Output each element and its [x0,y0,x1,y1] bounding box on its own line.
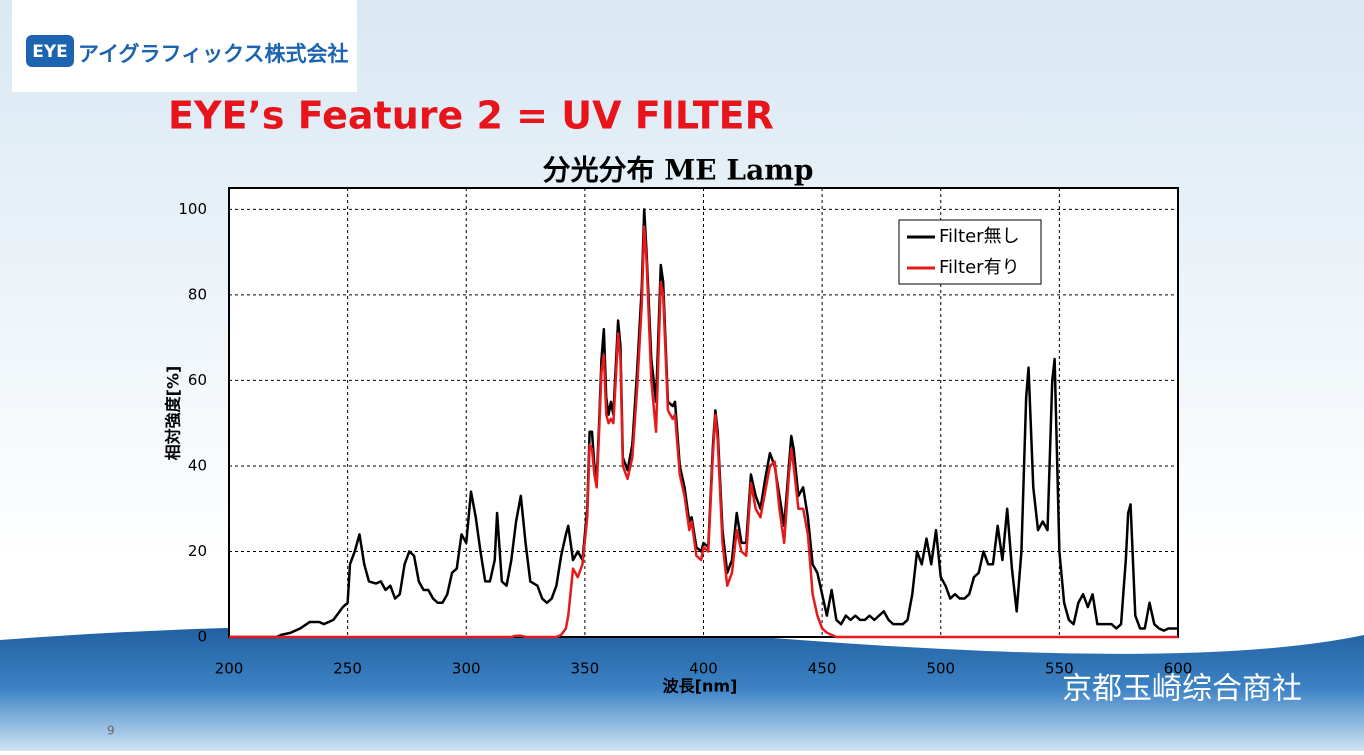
x-tick-label: 300 [452,660,481,678]
x-tick-label: 600 [1164,660,1193,678]
y-tick-label: 40 [188,456,207,474]
y-axis-label: 相対強度[%] [164,366,183,461]
plot-frame [228,187,1179,638]
chart-title: 分光分布 ME Lamp [543,154,814,187]
y-tick-label: 100 [178,200,207,218]
x-tick-label: 400 [689,660,718,678]
x-tick-label: 500 [926,660,955,678]
x-tick-label: 450 [808,660,837,678]
logo-badge [26,35,74,67]
watermark: 京都玉崎综合商社 [1062,672,1302,707]
series-line [229,208,1178,639]
logo-text: アイグラフィックス株式会社 [78,42,348,66]
y-tick-label: 20 [188,542,207,560]
page-number: 9 [107,724,115,738]
series-line [229,225,1178,639]
x-tick-label: 200 [215,660,244,678]
legend-label: Filter無し [939,226,1020,247]
bottom-band [0,625,1364,751]
y-tick-label: 80 [188,285,207,303]
x-tick-label: 350 [571,660,600,678]
x-axis-label: 波長[nm] [663,677,738,696]
slide-title: EYE’s Feature 2 = UV FILTER [168,94,774,138]
legend-label: Filter有り [939,257,1020,278]
x-tick-label: 550 [1045,660,1074,678]
x-tick-label: 250 [333,660,362,678]
y-tick-label: 0 [197,628,207,646]
y-tick-label: 60 [188,371,207,389]
legend-box [898,219,1042,285]
logo-mark: EYE [32,42,68,62]
